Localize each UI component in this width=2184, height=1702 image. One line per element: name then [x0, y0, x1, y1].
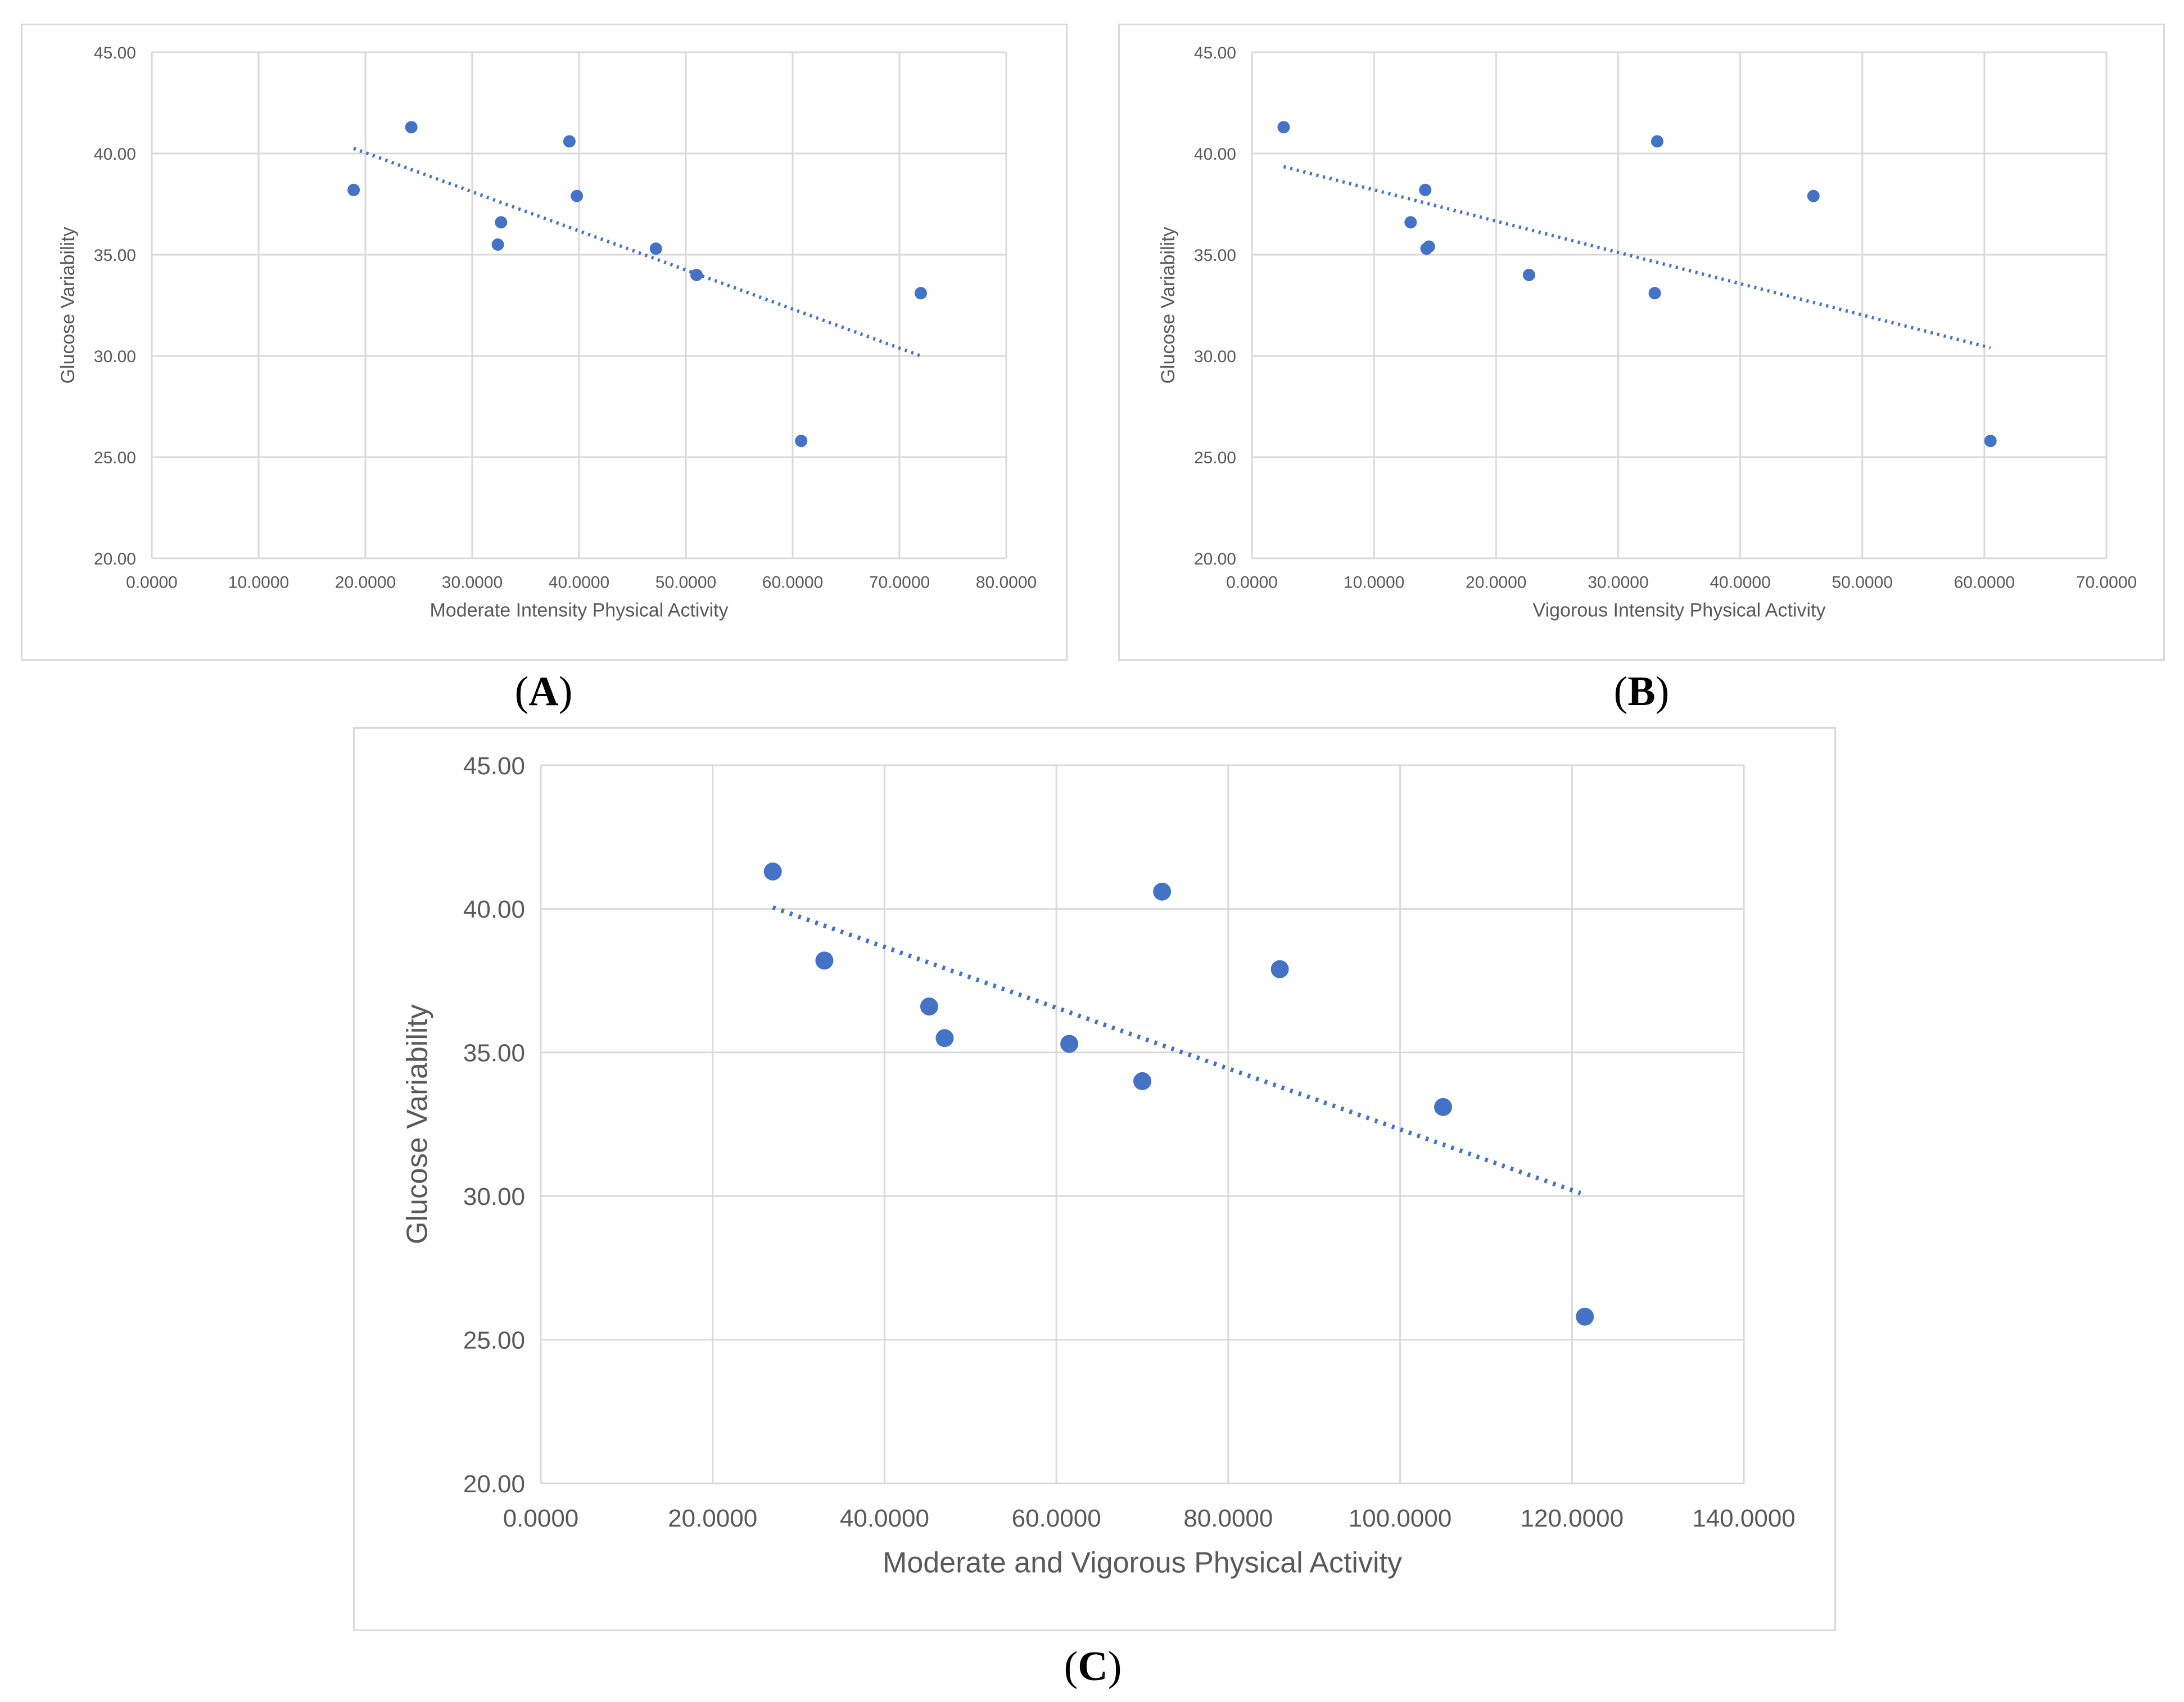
data-point — [1807, 189, 1820, 202]
y-tick-label: 20.00 — [463, 1470, 525, 1498]
y-tick-label: 40.00 — [1194, 145, 1236, 164]
data-point — [1419, 183, 1432, 196]
chart-panel-a: 20.00 25.00 30.00 35.00 40.00 45.00 0.0000 10.0… — [21, 24, 1068, 661]
x-tick-label: 0.0000 — [503, 1505, 579, 1532]
data-point — [795, 435, 808, 448]
y-tick-label: 45.00 — [94, 44, 136, 62]
x-tick-label: 100.0000 — [1349, 1505, 1452, 1532]
data-point — [1133, 1072, 1151, 1090]
x-tick-label: 30.0000 — [442, 574, 503, 592]
x-tick-label: 60.0000 — [1012, 1505, 1101, 1532]
data-point — [1270, 960, 1289, 978]
data-point — [347, 183, 360, 196]
x-tick-label: 50.0000 — [655, 574, 716, 592]
data-point — [1984, 435, 1997, 448]
y-tick-label: 30.00 — [463, 1183, 525, 1211]
x-axis-title: Moderate Intensity Physical Activity — [429, 600, 728, 621]
figure-caption-c: (C) — [1064, 1644, 1122, 1690]
x-tick-label: 50.0000 — [1832, 574, 1892, 592]
trendline — [1283, 165, 1991, 350]
data-point — [1153, 882, 1172, 901]
x-tick-label: 120.0000 — [1521, 1505, 1624, 1532]
y-tick-label: 30.00 — [94, 347, 136, 366]
y-axis-title: Glucose Variability — [1157, 227, 1179, 383]
data-point — [1648, 287, 1661, 300]
y-tick-label: 30.00 — [1194, 347, 1236, 366]
x-tick-label: 40.0000 — [549, 574, 609, 592]
data-point — [763, 862, 782, 881]
data-point — [571, 189, 584, 202]
y-tick-label: 25.00 — [94, 449, 136, 467]
y-tick-label: 35.00 — [463, 1040, 525, 1067]
data-point — [405, 121, 418, 134]
y-tick-label: 45.00 — [463, 752, 525, 780]
data-point — [690, 269, 703, 281]
data-point — [935, 1029, 954, 1048]
data-point — [915, 287, 927, 300]
x-tick-label: 20.0000 — [335, 574, 396, 592]
y-tick-label: 35.00 — [1194, 246, 1236, 265]
data-point — [1522, 269, 1535, 281]
y-tick-label: 40.00 — [94, 145, 136, 164]
data-point — [1277, 121, 1290, 134]
scatter-chart-c: 20.00 25.00 30.00 35.00 40.00 45.00 0.0000 20.0… — [401, 752, 1796, 1579]
x-tick-label: 80.0000 — [976, 574, 1037, 592]
y-tick-label: 25.00 — [1194, 449, 1236, 467]
data-point — [1404, 216, 1417, 229]
x-tick-label: 0.0000 — [1226, 574, 1278, 592]
data-point — [1422, 240, 1435, 253]
data-point — [1060, 1035, 1079, 1053]
scatter-chart-b: 20.00 25.00 30.00 35.00 40.00 45.00 0.0000 10.0… — [1157, 44, 2137, 621]
data-point — [815, 951, 834, 970]
x-tick-label: 10.0000 — [228, 574, 289, 592]
scatter-chart-a: 20.00 25.00 30.00 35.00 40.00 45.00 0.0000 10.0… — [57, 44, 1037, 621]
x-tick-label: 70.0000 — [2076, 574, 2137, 592]
data-point — [649, 242, 662, 255]
data-point — [1434, 1098, 1452, 1116]
x-tick-label: 40.0000 — [840, 1505, 929, 1532]
figure-caption-a: (A) — [514, 669, 573, 715]
y-tick-label: 20.00 — [94, 550, 136, 568]
chart-panel-c: 20.00 25.00 30.00 35.00 40.00 45.00 0.0000 20.0… — [353, 727, 1836, 1631]
x-tick-label: 10.0000 — [1344, 574, 1404, 592]
x-tick-label: 80.0000 — [1183, 1505, 1273, 1532]
y-tick-label: 35.00 — [94, 246, 136, 265]
y-tick-label: 45.00 — [1194, 44, 1236, 62]
figure-caption-b: (B) — [1613, 669, 1670, 715]
y-axis-title: Glucose Variability — [401, 1004, 434, 1244]
x-axis-title: Vigorous Intensity Physical Activity — [1533, 600, 1826, 621]
y-axis-title: Glucose Variability — [57, 227, 79, 383]
y-tick-label: 40.00 — [463, 896, 525, 923]
x-tick-label: 140.0000 — [1692, 1505, 1796, 1532]
trendline — [772, 905, 1581, 1195]
x-tick-label: 20.0000 — [668, 1505, 757, 1532]
trendline — [353, 147, 922, 358]
y-tick-label: 25.00 — [463, 1326, 525, 1354]
x-tick-label: 20.0000 — [1466, 574, 1526, 592]
x-axis-title: Moderate and Vigorous Physical Activity — [883, 1547, 1402, 1579]
data-point — [920, 997, 938, 1016]
x-tick-label: 60.0000 — [762, 574, 823, 592]
x-tick-label: 60.0000 — [1954, 574, 2015, 592]
chart-panel-b: 20.00 25.00 30.00 35.00 40.00 45.00 0.0000 10.0… — [1118, 24, 2165, 661]
x-tick-label: 40.0000 — [1710, 574, 1770, 592]
x-tick-label: 30.0000 — [1588, 574, 1648, 592]
y-tick-label: 20.00 — [1194, 550, 1236, 568]
data-point — [563, 135, 576, 148]
x-tick-label: 0.0000 — [126, 574, 178, 592]
x-tick-label: 70.0000 — [869, 574, 930, 592]
data-point — [1651, 135, 1663, 148]
data-point — [491, 238, 504, 251]
data-point — [1576, 1307, 1594, 1326]
data-point — [495, 216, 508, 229]
